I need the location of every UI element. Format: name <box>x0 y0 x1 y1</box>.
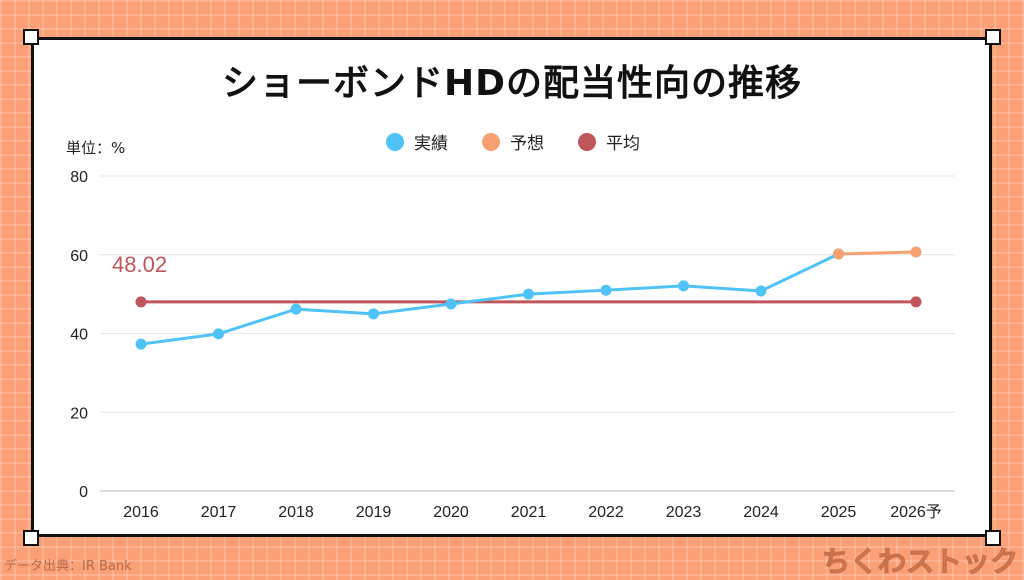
legend-marker <box>386 132 404 151</box>
data-point <box>910 296 922 308</box>
series-line-実績 <box>140 252 840 346</box>
x-tick-label: 2022 <box>588 504 624 521</box>
corner-handle <box>985 29 1001 45</box>
chart-title: ショーボンドHDの配当性向の推移 <box>221 63 802 104</box>
y-tick-label: 20 <box>70 405 88 422</box>
legend-item-average: 平均 <box>578 129 640 154</box>
y-tick-label: 0 <box>79 484 88 501</box>
unit-label: 単位：% <box>66 139 126 157</box>
y-tick-label: 40 <box>70 327 88 344</box>
x-tick-label: 2017 <box>201 504 237 521</box>
data-point <box>135 338 147 350</box>
legend-label: 平均 <box>606 134 640 154</box>
series-line-予想 <box>838 250 917 256</box>
legend-label: 実績 <box>414 134 448 154</box>
data-point <box>600 284 612 296</box>
data-point <box>523 288 534 300</box>
average-label: 48.02 <box>112 252 167 277</box>
x-tick-label: 2016 <box>123 504 159 521</box>
logo: ちくわストック <box>821 545 1018 579</box>
data-point <box>833 248 844 260</box>
corner-handle <box>23 530 39 546</box>
x-tick-label: 2020 <box>433 504 469 521</box>
legend: 実績 予想 平均 <box>386 129 640 154</box>
legend-label: 予想 <box>510 134 544 154</box>
legend-item-actual: 実績 <box>386 129 448 154</box>
data-point <box>910 246 922 258</box>
x-tick-label: 2026予 <box>890 503 942 521</box>
corner-handle <box>23 29 39 45</box>
legend-marker <box>578 132 596 151</box>
data-point <box>368 308 379 320</box>
data-point <box>445 298 457 310</box>
x-tick-label: 2018 <box>278 504 314 521</box>
legend-marker <box>482 132 500 151</box>
data-point <box>290 303 302 315</box>
y-tick-label: 60 <box>70 248 88 265</box>
chart-panel <box>31 37 992 537</box>
x-tick-label: 2019 <box>356 504 392 521</box>
data-point <box>755 285 767 297</box>
corner-handle <box>985 530 1001 546</box>
data-point <box>135 296 147 308</box>
legend-item-forecast: 予想 <box>482 129 544 154</box>
data-point <box>678 280 689 292</box>
y-tick-label: 80 <box>70 169 88 186</box>
data-point <box>213 328 224 340</box>
x-tick-label: 2023 <box>666 504 702 521</box>
data-source: データ出典：IR Bank <box>4 559 132 574</box>
x-tick-label: 2021 <box>511 504 547 521</box>
x-tick-label: 2024 <box>743 504 779 521</box>
x-tick-label: 2025 <box>821 504 857 521</box>
